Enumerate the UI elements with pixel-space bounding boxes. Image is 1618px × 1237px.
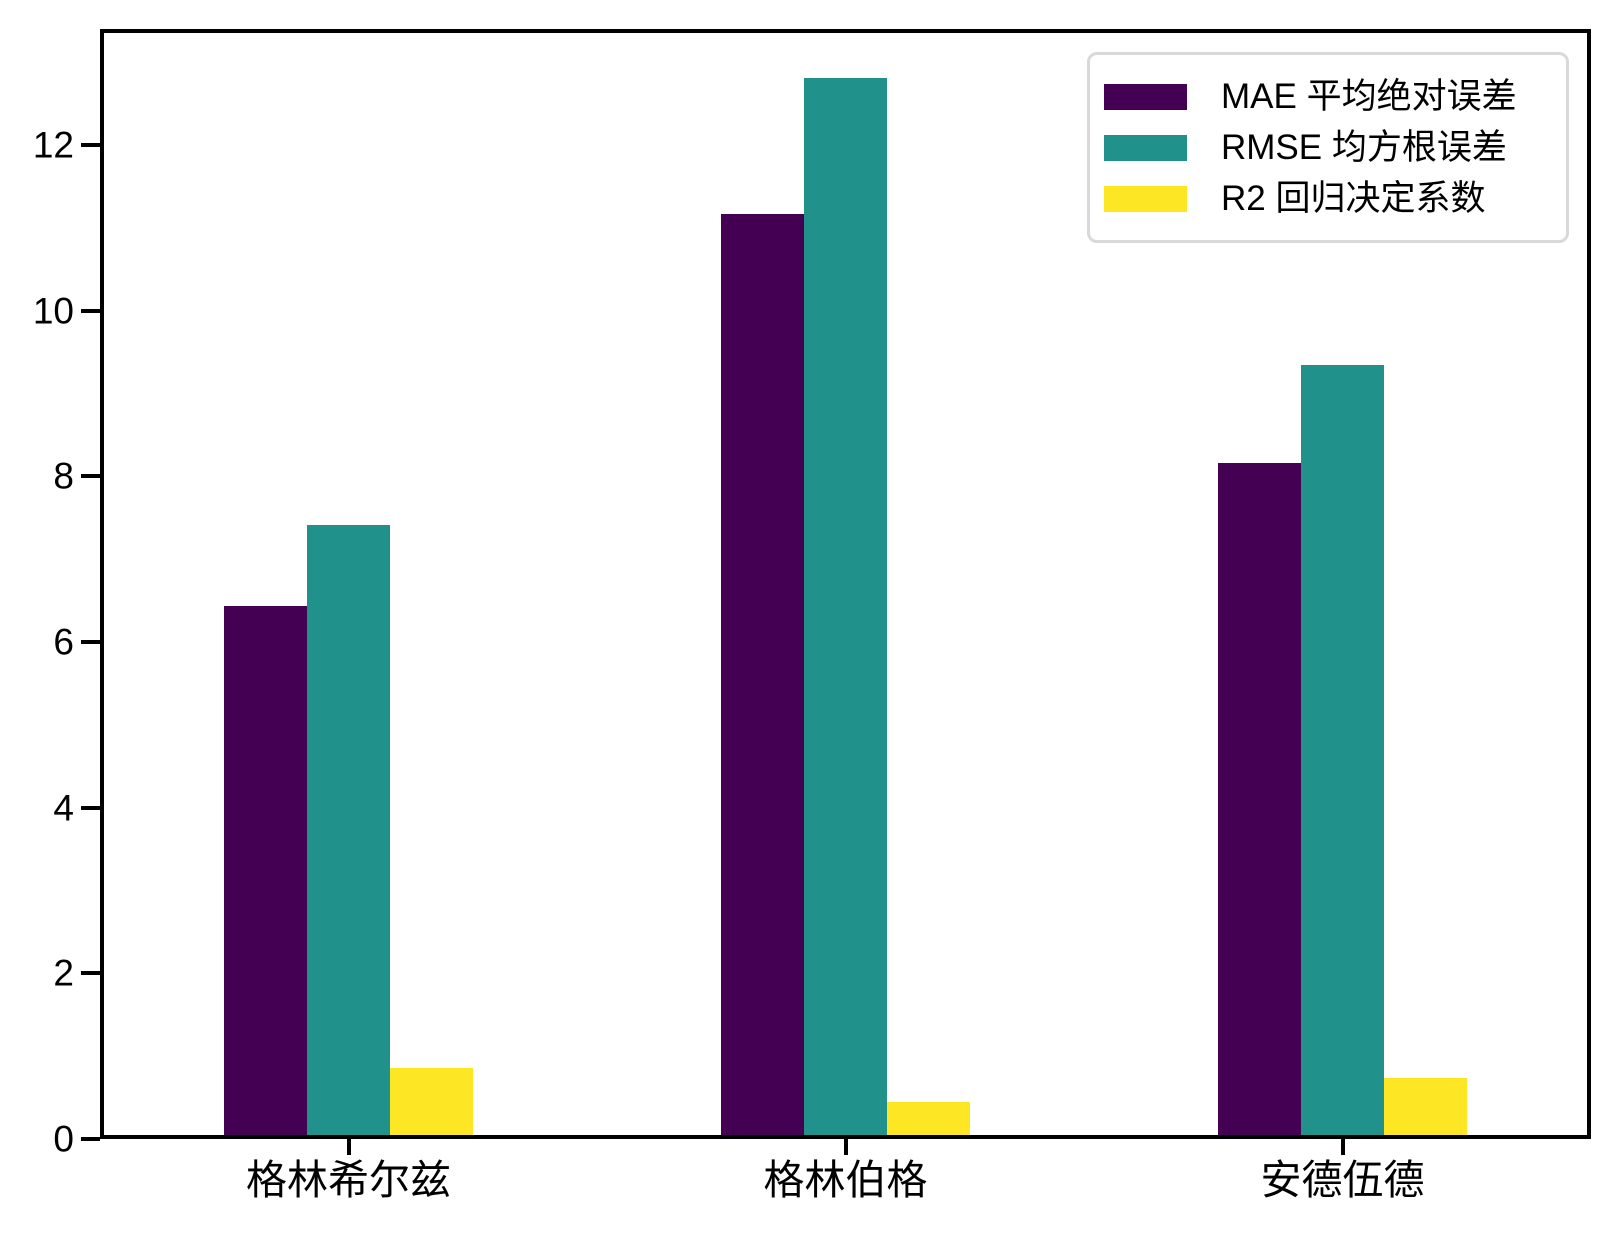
legend-item-r2: R2 回归决定系数 [1104, 181, 1552, 216]
bar-rmse-0 [307, 524, 390, 1135]
bar-mae-2 [1218, 463, 1302, 1135]
y-tick-mark [81, 971, 100, 976]
y-tick-mark [81, 142, 100, 147]
y-tick-label: 4 [53, 787, 74, 829]
legend: MAE 平均绝对误差 RMSE 均方根误差 R2 回归决定系数 [1087, 52, 1569, 243]
bar-mae-1 [721, 213, 805, 1135]
x-tick-mark [843, 1139, 848, 1155]
bar-mae-0 [224, 605, 308, 1135]
bar-rmse-1 [804, 78, 887, 1135]
bar-r2-2 [1383, 1077, 1467, 1135]
bar-r2-1 [886, 1101, 970, 1135]
mae-color-swatch [1104, 83, 1187, 110]
legend-label-r2: R2 回归决定系数 [1221, 179, 1486, 218]
legend-item-mae: MAE 平均绝对误差 [1104, 79, 1552, 114]
r2-color-swatch [1104, 185, 1187, 212]
bar-r2-0 [389, 1067, 473, 1135]
x-tick-label: 格林伯格 [763, 1157, 928, 1203]
x-tick-label: 格林希尔兹 [246, 1157, 451, 1203]
y-tick-label: 12 [32, 124, 74, 166]
y-tick-label: 2 [53, 952, 74, 994]
bar-rmse-2 [1301, 365, 1384, 1135]
legend-item-rmse: RMSE 均方根误差 [1104, 130, 1552, 165]
y-tick-label: 0 [53, 1118, 74, 1160]
x-tick-label: 安德伍德 [1260, 1157, 1425, 1203]
y-tick-label: 8 [53, 455, 74, 497]
x-tick-mark [1340, 1139, 1345, 1155]
y-tick-label: 6 [53, 621, 74, 663]
rmse-color-swatch [1104, 134, 1187, 161]
legend-label-rmse: RMSE 均方根误差 [1221, 128, 1507, 167]
y-tick-mark [81, 474, 100, 479]
y-tick-mark [81, 1137, 100, 1141]
y-tick-label: 10 [32, 290, 74, 332]
x-tick-mark [346, 1139, 351, 1155]
legend-label-mae: MAE 平均绝对误差 [1221, 77, 1517, 116]
y-tick-mark [81, 308, 100, 313]
y-tick-mark [81, 639, 100, 644]
y-tick-mark [81, 805, 100, 810]
